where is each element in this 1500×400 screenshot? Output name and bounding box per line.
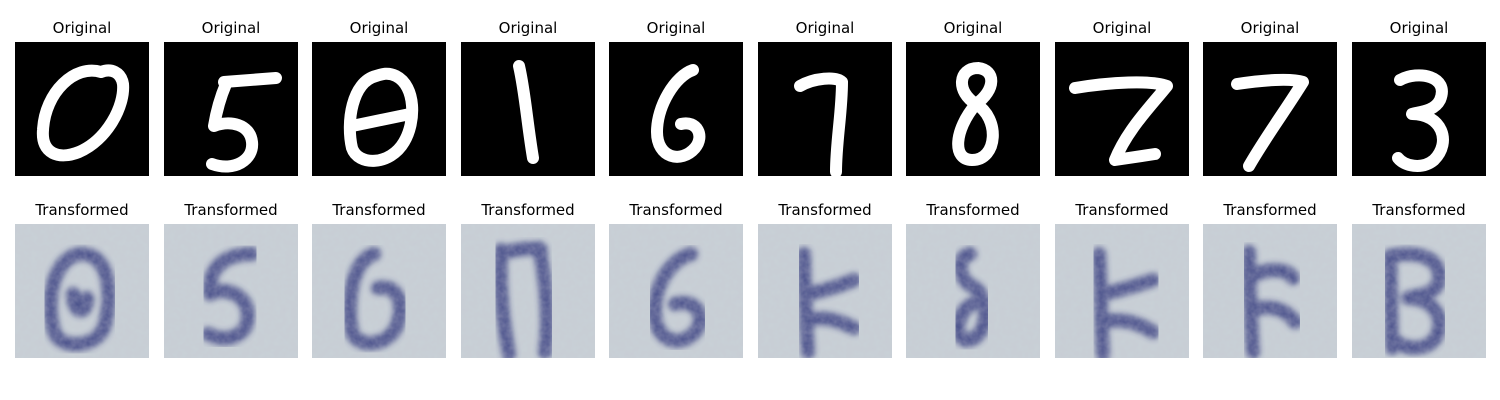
image-background (164, 42, 298, 176)
transformed-drawing (1352, 224, 1486, 358)
digit-image (1352, 42, 1486, 176)
noise-overlay (461, 224, 595, 358)
digit-image (461, 42, 595, 176)
noise-overlay (1352, 224, 1486, 358)
panel-title: Original (1389, 19, 1449, 37)
transformed-image (1055, 224, 1189, 358)
transformed-drawing (1055, 224, 1189, 358)
transformed-image (758, 224, 892, 358)
panel-title: Transformed (1223, 201, 1317, 219)
noise-overlay (312, 224, 446, 358)
digit-image (906, 42, 1040, 176)
panel-title: Original (1240, 19, 1300, 37)
panel-title: Transformed (332, 201, 426, 219)
transformed-image (1203, 224, 1337, 358)
transformed-image (15, 224, 149, 358)
digit-image (312, 42, 446, 176)
transformed-drawing (312, 224, 446, 358)
digit-stroke (36, 64, 130, 162)
transformed-image (164, 224, 298, 358)
digit-drawing (1352, 42, 1486, 176)
panel-title: Original (646, 19, 706, 37)
transformed-image (1352, 224, 1486, 358)
transformed-drawing (609, 224, 743, 358)
panel-title: Original (349, 19, 409, 37)
digit-drawing (758, 42, 892, 176)
panel-title: Transformed (1075, 201, 1169, 219)
digit-stroke (206, 72, 282, 173)
panel-title: Transformed (35, 201, 129, 219)
image-background (312, 42, 446, 176)
digit-stroke (513, 60, 539, 164)
transformed-drawing (461, 224, 595, 358)
panel-title: Transformed (481, 201, 575, 219)
digit-stroke (1231, 73, 1309, 172)
digit-drawing (1055, 42, 1189, 176)
digit-stroke (1392, 69, 1449, 172)
noise-overlay (758, 224, 892, 358)
noise-overlay (906, 224, 1040, 358)
image-background (758, 42, 892, 176)
transformed-drawing (15, 224, 149, 358)
panel-title: Original (52, 19, 112, 37)
digit-stroke (343, 67, 419, 167)
digit-image (1203, 42, 1337, 176)
digit-stroke (1069, 76, 1173, 166)
digit-stroke (651, 64, 706, 163)
transformed-image (312, 224, 446, 358)
noise-overlay (1203, 224, 1337, 358)
noise-overlay (609, 224, 743, 358)
digit-drawing (461, 42, 595, 176)
digit-drawing (609, 42, 743, 176)
panel-title: Transformed (1372, 201, 1466, 219)
transformed-drawing (906, 224, 1040, 358)
panel-title: Original (201, 19, 261, 37)
image-background (1203, 42, 1337, 176)
panel-title: Original (1092, 19, 1152, 37)
panel-title: Transformed (778, 201, 872, 219)
noise-overlay (164, 224, 298, 358)
panel-title: Transformed (184, 201, 278, 219)
panel-title: Original (498, 19, 558, 37)
panel-title: Transformed (629, 201, 723, 219)
panel-title: Original (943, 19, 1003, 37)
transformed-image (609, 224, 743, 358)
noise-overlay (1055, 224, 1189, 358)
noise-overlay (15, 224, 149, 358)
digit-stroke (794, 72, 848, 176)
digit-drawing (1203, 42, 1337, 176)
digit-stroke (952, 62, 999, 166)
panel-title: Original (795, 19, 855, 37)
digit-drawing (15, 42, 149, 176)
transformed-drawing (758, 224, 892, 358)
digit-image (609, 42, 743, 176)
digit-drawing (906, 42, 1040, 176)
digit-drawing (164, 42, 298, 176)
transformed-image (906, 224, 1040, 358)
digit-image (1055, 42, 1189, 176)
digit-image (15, 42, 149, 176)
panel-title: Transformed (926, 201, 1020, 219)
digit-image (758, 42, 892, 176)
transformed-image (461, 224, 595, 358)
digit-drawing (312, 42, 446, 176)
digit-image (164, 42, 298, 176)
transformed-drawing (164, 224, 298, 358)
transformed-drawing (1203, 224, 1337, 358)
